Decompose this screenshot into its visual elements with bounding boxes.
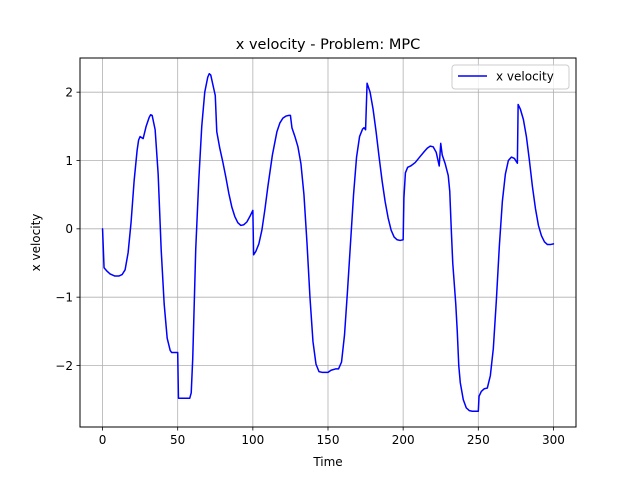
y-tick-label: −2 bbox=[55, 359, 73, 373]
chart-title: x velocity - Problem: MPC bbox=[236, 37, 420, 53]
x-axis-label: Time bbox=[312, 455, 342, 469]
x-tick-label: 50 bbox=[170, 433, 185, 447]
legend-box bbox=[451, 64, 570, 90]
y-tick-label: 1 bbox=[65, 154, 73, 168]
y-tick-label: −1 bbox=[55, 290, 73, 304]
y-tick-label: 0 bbox=[65, 222, 73, 236]
x-tick-label: 100 bbox=[241, 433, 264, 447]
y-axis-label: x velocity bbox=[29, 214, 43, 272]
x-tick-label: 150 bbox=[317, 433, 340, 447]
y-tick-label: 2 bbox=[65, 85, 73, 99]
x-tick-label: 300 bbox=[542, 433, 565, 447]
x-tick-label: 250 bbox=[467, 433, 490, 447]
series-line-0 bbox=[101, 72, 555, 413]
x-tick-label: 200 bbox=[392, 433, 415, 447]
series-layer bbox=[101, 72, 555, 413]
x-tick-label: 0 bbox=[99, 433, 107, 447]
legend: x velocity bbox=[451, 64, 570, 90]
axis-ticks: 0 50 100 150 200 250 300 −2 −1 0 1 2 bbox=[55, 85, 565, 447]
legend-label: x velocity bbox=[496, 70, 554, 84]
